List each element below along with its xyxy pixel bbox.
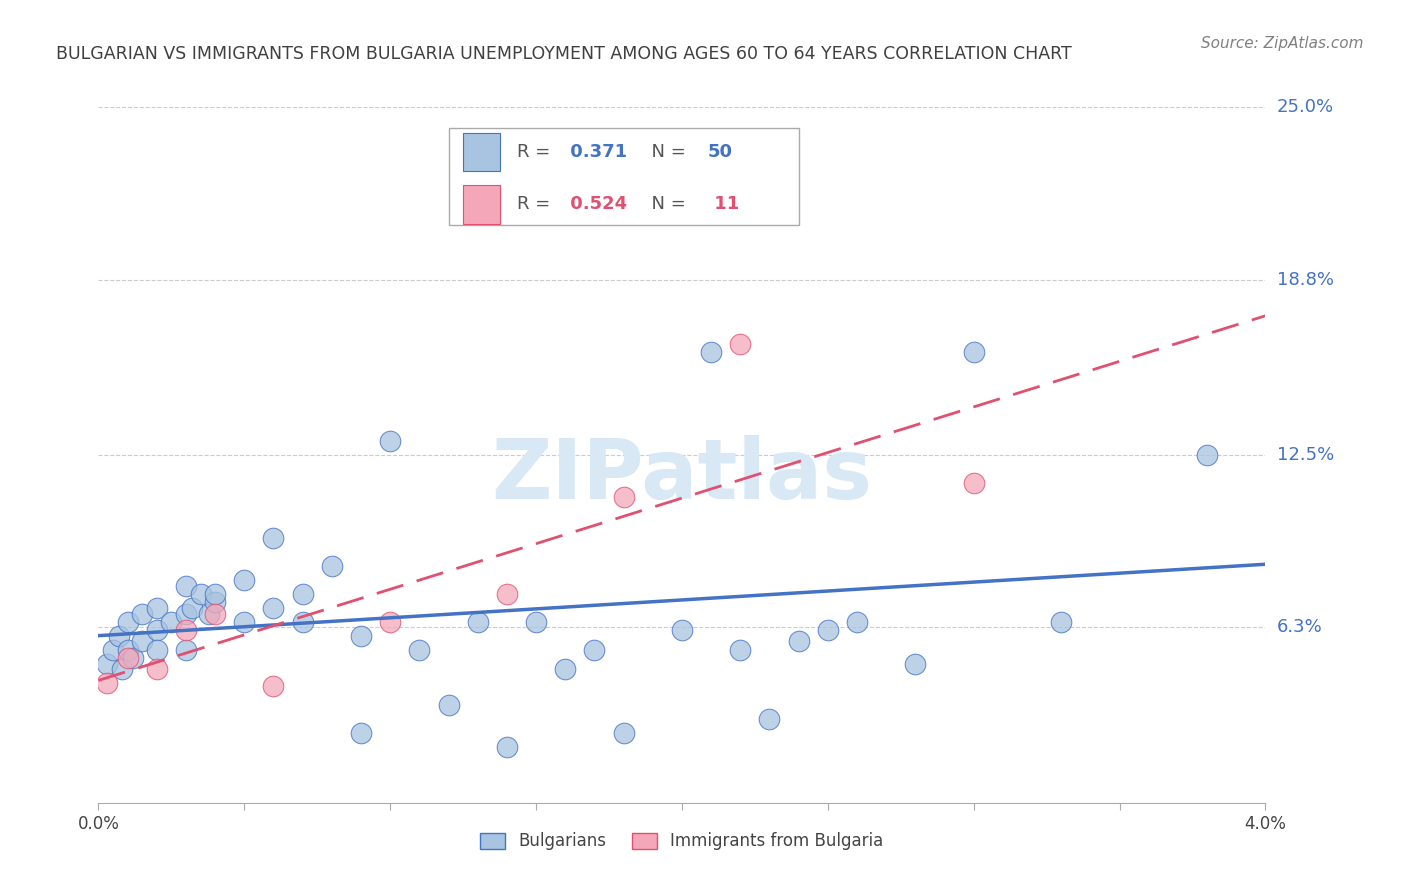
Point: [350, 629, 373, 643]
Point: [204, 587, 226, 601]
Point: [350, 726, 373, 740]
Point: [730, 642, 752, 657]
Point: [962, 475, 984, 490]
Point: [817, 624, 839, 638]
Point: [96, 676, 118, 690]
Point: [321, 559, 343, 574]
FancyBboxPatch shape: [463, 133, 501, 171]
Text: 12.5%: 12.5%: [1277, 446, 1334, 464]
Point: [131, 634, 153, 648]
Point: [730, 336, 752, 351]
Point: [111, 662, 134, 676]
Point: [962, 345, 984, 359]
Point: [437, 698, 460, 713]
Point: [291, 615, 314, 629]
Point: [96, 657, 118, 671]
Text: 11: 11: [707, 195, 738, 213]
Point: [496, 740, 519, 755]
Point: [174, 607, 197, 621]
Point: [787, 634, 810, 648]
Point: [612, 490, 634, 504]
Point: [467, 615, 489, 629]
Text: BULGARIAN VS IMMIGRANTS FROM BULGARIA UNEMPLOYMENT AMONG AGES 60 TO 64 YEARS COR: BULGARIAN VS IMMIGRANTS FROM BULGARIA UN…: [56, 45, 1071, 62]
Point: [174, 624, 197, 638]
Point: [190, 587, 212, 601]
Point: [262, 679, 284, 693]
Point: [108, 629, 131, 643]
Point: [554, 662, 576, 676]
Point: [174, 579, 197, 593]
Point: [408, 642, 430, 657]
Point: [146, 601, 169, 615]
Point: [904, 657, 927, 671]
Point: [524, 615, 547, 629]
Text: 0.371: 0.371: [564, 144, 627, 161]
Text: N =: N =: [640, 144, 692, 161]
Point: [117, 651, 139, 665]
Text: 25.0%: 25.0%: [1277, 98, 1334, 116]
Point: [671, 624, 693, 638]
Point: [612, 726, 634, 740]
Point: [117, 615, 139, 629]
Point: [146, 662, 169, 676]
Point: [122, 651, 145, 665]
Point: [198, 607, 221, 621]
Text: 6.3%: 6.3%: [1277, 618, 1322, 637]
Point: [700, 345, 723, 359]
Text: 18.8%: 18.8%: [1277, 270, 1333, 289]
Point: [291, 587, 314, 601]
Point: [1197, 448, 1219, 462]
Text: Source: ZipAtlas.com: Source: ZipAtlas.com: [1201, 36, 1364, 51]
Point: [845, 615, 868, 629]
Point: [204, 595, 226, 609]
Point: [380, 615, 402, 629]
Point: [160, 615, 183, 629]
Point: [146, 642, 169, 657]
FancyBboxPatch shape: [463, 186, 501, 224]
Point: [204, 607, 226, 621]
Point: [380, 434, 402, 448]
Text: N =: N =: [640, 195, 692, 213]
Point: [496, 587, 519, 601]
Point: [233, 615, 256, 629]
Text: R =: R =: [517, 144, 557, 161]
Point: [1050, 615, 1073, 629]
FancyBboxPatch shape: [449, 128, 799, 226]
Text: ZIPatlas: ZIPatlas: [492, 435, 872, 516]
Legend: Bulgarians, Immigrants from Bulgaria: Bulgarians, Immigrants from Bulgaria: [474, 826, 890, 857]
Point: [583, 642, 606, 657]
Point: [233, 573, 256, 587]
Point: [180, 601, 202, 615]
Point: [146, 624, 169, 638]
Text: 50: 50: [707, 144, 733, 161]
Point: [758, 712, 780, 726]
Point: [117, 642, 139, 657]
Point: [174, 642, 197, 657]
Point: [131, 607, 153, 621]
Text: 0.524: 0.524: [564, 195, 627, 213]
Point: [262, 601, 284, 615]
Point: [262, 532, 284, 546]
Point: [101, 642, 124, 657]
Text: R =: R =: [517, 195, 557, 213]
